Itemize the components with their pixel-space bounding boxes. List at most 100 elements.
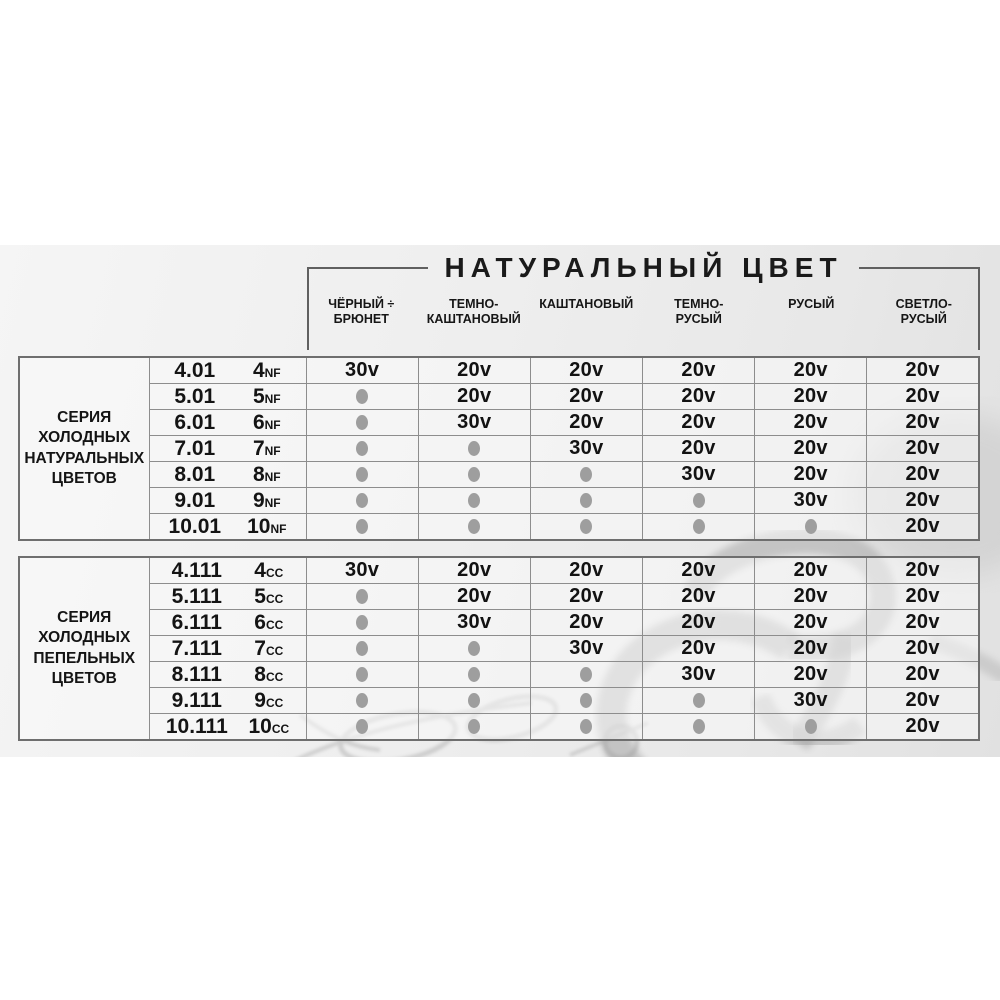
table-row: 5.111 5CC 20v 20v 20v 20v 20v	[19, 583, 980, 610]
developer-value-cell: 20v	[866, 513, 980, 541]
shade-code: 4.01	[174, 358, 216, 382]
shade-code-suffix: CC	[271, 721, 290, 736]
developer-value-cell: 20v	[866, 409, 980, 436]
dot-marker	[356, 415, 369, 431]
dot-marker-cell	[305, 713, 419, 741]
dot-marker-cell	[641, 513, 756, 541]
dot-marker	[356, 719, 369, 735]
developer-value-cell: 20v	[866, 487, 980, 514]
dot-marker	[468, 441, 481, 457]
developer-value-cell: 20v	[866, 713, 980, 741]
dot-marker-cell	[417, 661, 531, 688]
bracket-tick-right	[978, 268, 980, 350]
developer-value-cell: 20v	[754, 409, 868, 436]
shade-code-cell: 8.111 8CC	[148, 661, 307, 688]
dot-marker	[356, 493, 369, 509]
table-row: 10.111 10CC 20v	[19, 713, 980, 741]
dot-marker-cell	[305, 383, 419, 410]
dot-marker	[580, 519, 593, 535]
dot-marker-cell	[417, 687, 531, 714]
dot-marker	[580, 667, 593, 683]
dot-marker-cell	[417, 513, 531, 541]
dot-marker-cell	[417, 713, 531, 741]
dot-marker	[692, 693, 705, 709]
developer-value-cell: 20v	[641, 556, 756, 584]
shade-code-alt: 7CC	[254, 636, 284, 660]
shade-code-cell: 6.01 6NF	[148, 409, 307, 436]
table-row: СЕРИЯ ХОЛОДНЫХ НАТУРАЛЬНЫХ ЦВЕТОВ 4.01 4NF…	[18, 356, 980, 541]
developer-value-cell: 20v	[866, 661, 980, 688]
dot-marker	[356, 589, 369, 605]
dot-marker-cell	[529, 661, 643, 688]
dot-marker	[356, 667, 369, 683]
dot-marker-cell	[529, 487, 643, 514]
developer-value-cell: 20v	[754, 356, 868, 384]
dot-marker	[692, 719, 705, 735]
title-bracket: НАТУРАЛЬНЫЙ ЦВЕТ	[307, 252, 981, 350]
dot-marker-cell	[417, 461, 531, 488]
table-row: 5.01 5NF 20v 20v 20v 20v 20v	[19, 383, 980, 410]
column-header: ЧЁРНЫЙ ÷ БРЮНЕТ	[328, 297, 395, 327]
shade-code-alt: 4CC	[254, 558, 284, 582]
developer-value-cell: 20v	[641, 635, 756, 662]
shade-code-suffix: CC	[265, 591, 284, 606]
dot-marker	[692, 519, 705, 535]
shade-code-alt: 6CC	[254, 610, 284, 634]
series-table-natural: СЕРИЯ ХОЛОДНЫХ НАТУРАЛЬНЫХ ЦВЕТОВ 4.01 4NF…	[18, 356, 980, 541]
dot-marker-cell	[529, 513, 643, 541]
column-headers: ЧЁРНЫЙ ÷ БРЮНЕТ ТЕМНО- КАШТАНОВЫЙ КАШТАНОВ…	[305, 297, 980, 328]
developer-value-cell: 20v	[417, 583, 531, 610]
shade-code: 4.111	[171, 558, 222, 582]
developer-value-cell: 20v	[866, 609, 980, 636]
developer-value-cell: 20v	[641, 356, 756, 384]
dot-marker-cell	[305, 435, 419, 462]
dot-marker	[580, 467, 593, 483]
dot-marker	[580, 719, 593, 735]
shade-code-alt: 7NF	[252, 436, 281, 460]
shade-code: 5.111	[171, 584, 222, 608]
dot-marker-cell	[305, 687, 419, 714]
shade-code: 8.01	[174, 462, 216, 486]
developer-value-cell: 20v	[866, 383, 980, 410]
column-header: ТЕМНО- РУСЫЙ	[674, 297, 724, 327]
developer-value-cell: 20v	[754, 635, 868, 662]
table-row: 7.01 7NF 30v 20v 20v 20v	[19, 435, 980, 462]
developer-value-cell: 20v	[754, 609, 868, 636]
series-table-ash: СЕРИЯ ХОЛОДНЫХ ПЕПЕЛЬНЫХ ЦВЕТОВ 4.111 4CC 3…	[18, 556, 980, 741]
dot-marker	[468, 693, 481, 709]
dot-marker-cell	[305, 461, 419, 488]
developer-value-cell: 30v	[754, 487, 868, 514]
dot-marker-cell	[754, 513, 868, 541]
column-header: КАШТАНОВЫЙ	[539, 297, 634, 311]
dot-marker	[356, 615, 369, 631]
bracket-tick-left	[307, 268, 309, 350]
shade-code-cell: 8.01 8NF	[148, 461, 307, 488]
dot-marker	[356, 641, 369, 657]
developer-value-cell: 30v	[641, 661, 756, 688]
shade-code-suffix: NF	[270, 521, 287, 536]
dot-marker	[468, 493, 481, 509]
dot-marker	[468, 641, 481, 657]
developer-value-cell: 30v	[641, 461, 756, 488]
shade-code-cell: 7.111 7CC	[148, 635, 307, 662]
shade-code-alt: 10NF	[247, 514, 287, 538]
dot-marker	[468, 467, 481, 483]
dot-marker	[692, 493, 705, 509]
developer-value-cell: 30v	[417, 609, 531, 636]
shade-code-suffix: NF	[264, 495, 281, 510]
dot-marker	[356, 441, 369, 457]
dot-marker	[580, 493, 593, 509]
developer-value-cell: 20v	[866, 461, 980, 488]
developer-value-cell: 30v	[529, 435, 643, 462]
shade-code-alt: 9CC	[254, 688, 284, 712]
dot-marker	[468, 519, 481, 535]
dot-marker-cell	[305, 583, 419, 610]
shade-code-suffix: CC	[265, 617, 284, 632]
chart-title: НАТУРАЛЬНЫЙ ЦВЕТ	[444, 252, 843, 283]
shade-code-alt: 10CC	[248, 714, 290, 738]
shade-code-cell: 4.111 4CC	[148, 556, 307, 584]
dot-marker	[468, 667, 481, 683]
developer-value-cell: 20v	[866, 687, 980, 714]
developer-value-cell: 20v	[754, 583, 868, 610]
title-row: НАТУРАЛЬНЫЙ ЦВЕТ	[307, 252, 981, 284]
